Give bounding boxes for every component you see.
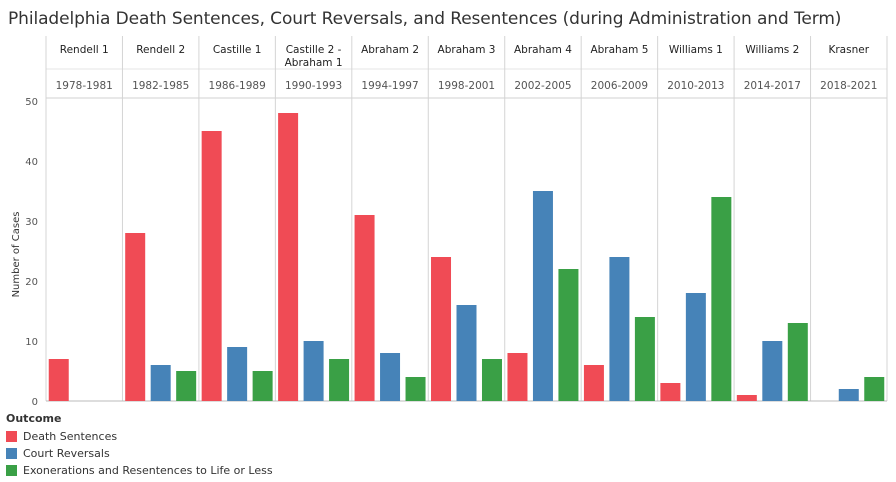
category-label: Castille 2 - (286, 44, 342, 56)
legend: Outcome Death Sentences Court Reversals … (6, 412, 273, 479)
bar-death (736, 395, 757, 401)
bar-chart: 0 10 20 30 40 50 Number of Cases Rendell 1 1978-… (11, 36, 888, 408)
bar-death (354, 215, 375, 401)
y-tick-label: 50 (25, 97, 38, 108)
y-tick-label: 20 (25, 277, 38, 288)
legend-item-court-reversals[interactable]: Court Reversals (6, 445, 273, 462)
bar-reversal (762, 341, 783, 401)
category-label: Williams 2 (745, 44, 799, 56)
bar-reversal (303, 341, 324, 401)
legend-title: Outcome (6, 412, 62, 425)
bar-exoneration (176, 371, 197, 401)
legend-label: Death Sentences (23, 430, 118, 443)
legend-swatch-exoneration (6, 465, 17, 476)
term-label: 1994-1997 (361, 80, 418, 92)
category-label: Abraham 5 (590, 44, 648, 56)
bar-death (507, 353, 528, 401)
bar-exoneration (405, 377, 426, 401)
legend-item-exonerations[interactable]: Exonerations and Resentences to Life or … (6, 462, 273, 479)
term-label: 1998-2001 (438, 80, 495, 92)
bar-death (583, 365, 604, 401)
bar-exoneration (864, 377, 885, 401)
term-label: 2002-2005 (514, 80, 571, 92)
term-label: 1978-1981 (56, 80, 113, 92)
bar-exoneration (329, 359, 350, 401)
y-axis-label: Number of Cases (11, 212, 22, 298)
category-label: Abraham 3 (438, 44, 496, 56)
bar-exoneration (558, 269, 579, 401)
y-tick-label: 30 (25, 217, 38, 228)
term-label: 1982-1985 (132, 80, 189, 92)
legend-swatch-reversal (6, 448, 17, 459)
legend-swatch-death (6, 431, 17, 442)
legend-item-death-sentences[interactable]: Death Sentences (6, 428, 273, 445)
term-label: 2018-2021 (820, 80, 877, 92)
legend-label: Exonerations and Resentences to Life or … (23, 464, 273, 477)
bar-death (125, 233, 146, 401)
bar-exoneration (252, 371, 273, 401)
bar-death (431, 257, 452, 401)
term-label: 2014-2017 (744, 80, 801, 92)
bar-death (278, 113, 299, 401)
category-label: Williams 1 (669, 44, 723, 56)
bar-exoneration (787, 323, 808, 401)
legend-label: Court Reversals (23, 447, 110, 460)
y-tick-label: 40 (25, 157, 38, 168)
chart-title: Philadelphia Death Sentences, Court Reve… (8, 9, 842, 29)
bar-reversal (227, 347, 248, 401)
bar-reversal (150, 365, 171, 401)
category-label: Castille 1 (213, 44, 262, 56)
bar-reversal (609, 257, 630, 401)
bar-reversal (838, 389, 859, 401)
category-label: Krasner (828, 44, 869, 56)
term-label: 2006-2009 (591, 80, 648, 92)
bar-reversal (685, 293, 706, 401)
category-label: Abraham 2 (361, 44, 419, 56)
bar-death (48, 359, 69, 401)
bar-reversal (456, 305, 477, 401)
category-label: Rendell 2 (136, 44, 185, 56)
bar-death (201, 131, 222, 401)
y-tick-label: 10 (25, 337, 38, 348)
term-label: 1986-1989 (209, 80, 266, 92)
category-label: Abraham 4 (514, 44, 572, 56)
bar-exoneration (711, 197, 732, 401)
category-label: Rendell 1 (60, 44, 109, 56)
term-label: 1990-1993 (285, 80, 342, 92)
bar-death (660, 383, 681, 401)
bar-reversal (380, 353, 401, 401)
bar-exoneration (481, 359, 502, 401)
category-label: Abraham 1 (285, 57, 343, 69)
bar-exoneration (634, 317, 655, 401)
bar-reversal (532, 191, 553, 401)
term-label: 2010-2013 (667, 80, 724, 92)
y-tick-label: 0 (32, 397, 38, 408)
